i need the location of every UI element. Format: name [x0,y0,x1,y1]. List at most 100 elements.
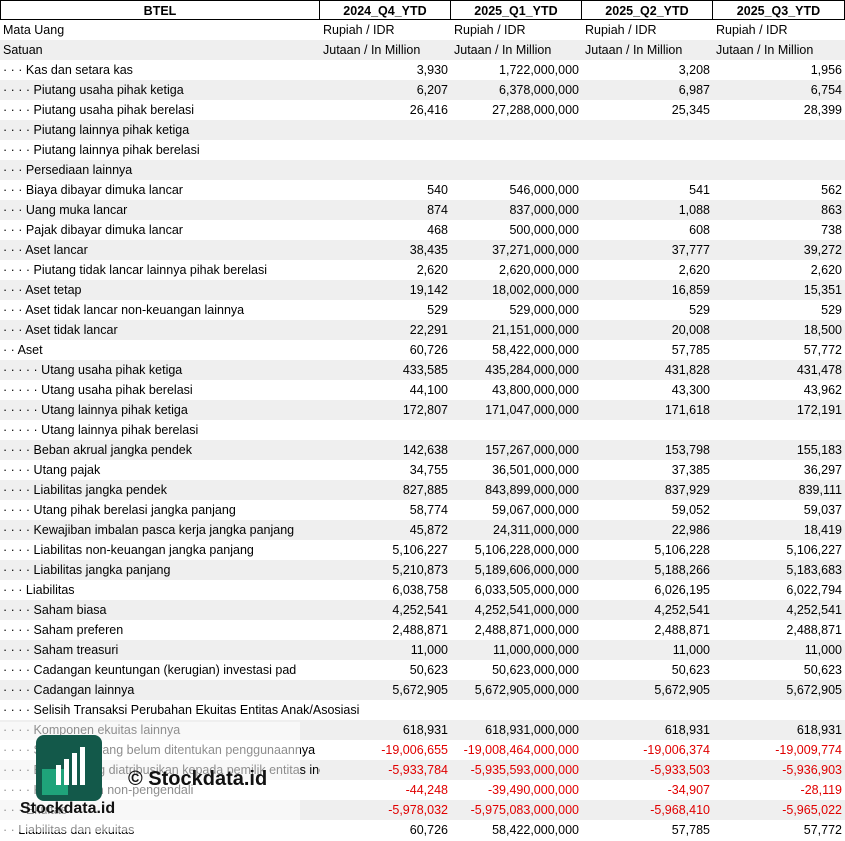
row-label: Satuan [3,43,43,57]
cell: -39,490,000,000 [487,783,579,797]
cell: -19,008,464,000,000 [463,743,579,757]
cell: 155,183 [796,443,842,457]
cell: 529 [689,303,710,317]
cell: Jutaan / In Million [585,43,683,57]
cell: 153,798 [664,443,710,457]
cell: 58,422,000,000 [492,343,579,357]
cell: -19,009,774 [775,743,842,757]
cell: -5,968,410 [650,803,710,817]
row-label: · · · · Liabilitas non-keuangan jangka p… [3,543,254,557]
cell: 874 [427,203,448,217]
cell: 618,931 [402,723,448,737]
cell: 6,378,000,000 [499,83,579,97]
cell [582,140,713,160]
cell [320,420,451,440]
cell: 738 [821,223,842,237]
cell: 50,623,000,000 [492,663,579,677]
table-row: · · · Aset lancar 38,435 37,271,000,000 37,… [0,240,845,260]
cell: 4,252,541 [654,603,710,617]
row-label: · · · · Piutang lainnya pihak ketiga [3,123,190,137]
cell: 4,252,541 [786,603,842,617]
row-label: · · · · Kewajiban imbalan pasca kerja ja… [3,523,295,537]
row-label: · · · Aset tidak lancar [3,323,118,337]
table-row: · · · Biaya dibayar dimuka lancar 540 546,… [0,180,845,200]
table-row: · · · · Liabilitas jangka pendek 827,885 8… [0,480,845,500]
cell: Rupiah / IDR [454,23,526,37]
cell: 618,931,000,000 [485,723,579,737]
cell: 5,672,905 [786,683,842,697]
row-label: · · · · Piutang tidak lancar lainnya pih… [3,263,268,277]
cell: 618,931 [796,723,842,737]
cell: -28,119 [800,783,842,797]
cell: 43,800,000,000 [492,383,579,397]
cell [451,700,582,720]
cell: 25,345 [671,103,710,117]
table-row: · · · · Liabilitas non-keuangan jangka p… [0,540,845,560]
cell: 11,000 [804,643,842,657]
cell: 5,672,905 [392,683,448,697]
cell: -5,933,503 [650,763,710,777]
cell: 172,807 [402,403,448,417]
cell: -19,006,374 [643,743,710,757]
cell: 60,726 [409,823,448,837]
table-row: · · · · Utang pihak berelasi jangka panj… [0,500,845,520]
watermark-brand: Stockdata.id [20,800,116,817]
cell: 433,585 [402,363,448,377]
table-row: · · · · Cadangan keuntungan (kerugian) i… [0,660,845,680]
cell [582,120,713,140]
cell: 3,208 [678,63,710,77]
cell [451,120,582,140]
cell: 171,618 [664,403,710,417]
table-row: · · · Aset tidak lancar 22,291 21,151,000,… [0,320,845,340]
row-label: Mata Uang [3,23,65,37]
cell: 18,419 [803,523,842,537]
table-row: · · · · · Utang usaha pihak berelasi 44,1… [0,380,845,400]
cell: 18,500 [803,323,842,337]
cell: 562 [821,183,842,197]
cell: 6,754 [810,83,842,97]
cell: 608 [689,223,710,237]
cell: -5,933,784 [388,763,448,777]
cell: 546,000,000 [509,183,579,197]
table-row: · · · Persediaan lainnya [0,160,845,180]
cell: 5,106,228,000,000 [474,543,579,557]
table-row: · · · · Saham preferen 2,488,871 2,488,871… [0,620,845,640]
row-label: · · · · · Utang lainnya pihak berelasi [3,423,199,437]
cell: 500,000,000 [509,223,579,237]
cell: 435,284,000,000 [485,363,579,377]
cell: 4,252,541,000,000 [474,603,579,617]
row-label: · · · · Utang pajak [3,463,101,477]
cell: 59,052 [671,503,710,517]
cell: 43,300 [671,383,710,397]
cell: Jutaan / In Million [716,43,814,57]
cell: 6,038,758 [392,583,448,597]
row-label: · · · · Piutang lainnya pihak berelasi [3,143,200,157]
cell [451,140,582,160]
cell: -5,936,903 [782,763,842,777]
cell: 11,000 [410,643,448,657]
cell: 22,986 [671,523,710,537]
table-row: Satuan Jutaan / In Million Jutaan / In Mil… [0,40,845,60]
cell: 843,899,000,000 [485,483,579,497]
cell: 5,189,606,000,000 [474,563,579,577]
cell: 15,351 [803,283,842,297]
row-label: · · Aset [3,343,43,357]
cell: 36,297 [803,463,842,477]
table-row: · · · · · Utang lainnya pihak berelasi [0,420,845,440]
table-row: · · · Aset tidak lancar non-keuangan lai… [0,300,845,320]
cell: 2,488,871 [654,623,710,637]
cell: -5,978,032 [388,803,448,817]
table-row: · · · Liabilitas 6,038,758 6,033,505,000,0… [0,580,845,600]
row-label: · · · Aset lancar [3,243,88,257]
logo [36,735,102,801]
table-row: · · · · Selisih Transaksi Perubahan Ekui… [0,700,845,720]
cell: 5,672,905 [654,683,710,697]
row-label: · · · · · Utang lainnya pihak ketiga [3,403,188,417]
cell: Rupiah / IDR [323,23,395,37]
cell: 57,772 [803,343,842,357]
table-row: · · · · Kewajiban imbalan pasca kerja ja… [0,520,845,540]
row-label: · · · · Liabilitas jangka panjang [3,563,171,577]
cell: -44,248 [405,783,448,797]
row-label: · · · · Utang pihak berelasi jangka panj… [3,503,236,517]
cell: 431,478 [796,363,842,377]
